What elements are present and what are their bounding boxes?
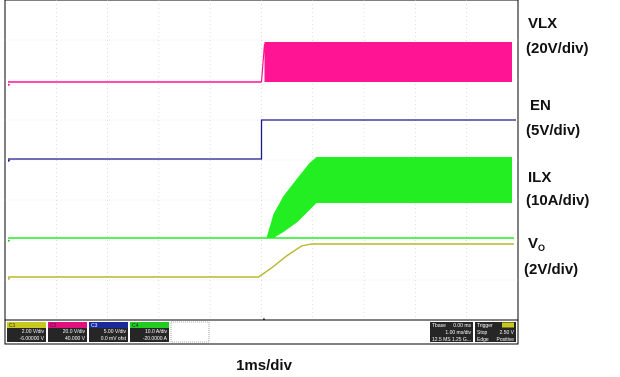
svg-text:40.000 V: 40.000 V bbox=[65, 336, 86, 342]
timebase-readout: Tbase 0.00 ms 1.00 ms/div 12.5 MS 1.25 G… bbox=[430, 322, 473, 343]
svg-text:0.0 mV ofst: 0.0 mV ofst bbox=[101, 336, 127, 342]
vo-label: VO bbox=[528, 235, 545, 253]
vlx-label: VLX bbox=[528, 15, 557, 32]
vlx-trace-switching bbox=[264, 42, 512, 82]
vlx-scale: (20V/div) bbox=[526, 40, 589, 57]
svg-text:Trigger: Trigger bbox=[477, 323, 493, 329]
svg-text:C3: C3 bbox=[91, 323, 98, 329]
svg-text:C2: C2 bbox=[50, 323, 57, 329]
x-axis-label: 1ms/div bbox=[236, 357, 293, 374]
svg-text:20.0 V/div: 20.0 V/div bbox=[63, 329, 86, 335]
svg-text:2.00 V/div: 2.00 V/div bbox=[22, 329, 45, 335]
c3-marker: ▸ bbox=[8, 158, 11, 164]
svg-text:10.0 A/div: 10.0 A/div bbox=[145, 329, 167, 335]
svg-text:5.00 V/div: 5.00 V/div bbox=[104, 329, 127, 335]
trigger-readout: Trigger Stop 2.50 V Edge Positive bbox=[475, 322, 516, 343]
en-scale: (5V/div) bbox=[526, 122, 580, 139]
ilx-scale: (10A/div) bbox=[526, 192, 589, 209]
c3-readout: C3 5.00 V/div 0.0 mV ofst bbox=[89, 322, 128, 342]
ilx-trace-switching bbox=[266, 157, 512, 238]
svg-text:12.5 MS: 12.5 MS bbox=[432, 337, 451, 343]
vo-scale: (2V/div) bbox=[524, 261, 578, 278]
svg-text:C1: C1 bbox=[9, 323, 16, 329]
c4-readout: C4 10.0 A/div -20.0000 A bbox=[130, 322, 169, 342]
c2-marker: ▸ bbox=[8, 82, 11, 88]
svg-text:Positive: Positive bbox=[496, 337, 514, 343]
svg-text:1.00 ms/div: 1.00 ms/div bbox=[445, 330, 471, 336]
vo-trace bbox=[8, 243, 514, 278]
svg-text:1.25 G...: 1.25 G... bbox=[452, 337, 471, 343]
en-trace bbox=[8, 119, 516, 160]
c4-marker: ▸ bbox=[8, 238, 11, 244]
svg-text:C4: C4 bbox=[132, 323, 139, 329]
svg-text:0.00 ms: 0.00 ms bbox=[453, 323, 471, 329]
svg-text:-20.0000 A: -20.0000 A bbox=[143, 336, 168, 342]
traces bbox=[8, 42, 516, 278]
trace-labels: VLX (20V/div) EN (5V/div) ILX (10A/div) … bbox=[524, 15, 589, 278]
channel-ground-markers: ▸ ▸ ▸ ▸ bbox=[8, 82, 11, 282]
svg-text:Stop: Stop bbox=[477, 330, 488, 336]
svg-text:Tbase: Tbase bbox=[432, 323, 446, 329]
svg-text:2.50 V: 2.50 V bbox=[500, 330, 515, 336]
c1-readout: C1 2.00 V/div -6.00000 V bbox=[7, 322, 46, 342]
vlx-trace-edge bbox=[260, 43, 266, 83]
info-bar: C1 2.00 V/div -6.00000 V C2 20.0 V/div 4… bbox=[4, 319, 519, 345]
c2-readout: C2 20.0 V/div 40.000 V bbox=[48, 322, 87, 342]
empty-readout-slot bbox=[170, 321, 210, 343]
svg-text:Edge: Edge bbox=[477, 337, 489, 343]
c1-marker: ▸ bbox=[8, 276, 11, 282]
svg-text:-6.00000 V: -6.00000 V bbox=[20, 336, 45, 342]
ilx-label: ILX bbox=[528, 169, 551, 186]
en-label: EN bbox=[530, 97, 551, 114]
